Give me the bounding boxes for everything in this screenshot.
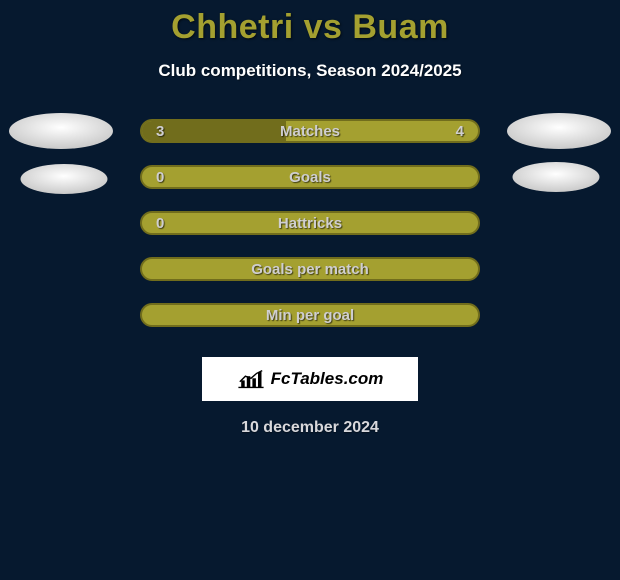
stat-row: 0Hattricks: [0, 211, 620, 235]
player-avatar-right: [510, 155, 602, 199]
stat-label: Goals per match: [142, 259, 478, 279]
brand-text: FcTables.com: [271, 369, 384, 389]
stat-row: Min per goal: [0, 303, 620, 327]
stat-row: 0Goals: [0, 165, 620, 189]
player-avatar-left: [18, 157, 110, 201]
stat-label: Goals: [142, 167, 478, 187]
stat-label: Min per goal: [142, 305, 478, 325]
stat-rows: 34Matches 0Goals0HattricksGoals per matc…: [0, 119, 620, 327]
stat-bar: 34Matches: [140, 119, 480, 143]
stat-row: 34Matches: [0, 119, 620, 143]
stat-row: Goals per match: [0, 257, 620, 281]
page-title: Chhetri vs Buam: [0, 0, 620, 47]
player-avatar-right: [504, 109, 614, 153]
stat-value-left: 0: [156, 213, 164, 233]
stat-label: Hattricks: [142, 213, 478, 233]
stat-bar: Goals per match: [140, 257, 480, 281]
stat-value-left: 3: [156, 121, 164, 141]
stat-bar: 0Goals: [140, 165, 480, 189]
player-avatar-left: [6, 109, 116, 153]
stat-bar: 0Hattricks: [140, 211, 480, 235]
comparison-infographic: Chhetri vs Buam Club competitions, Seaso…: [0, 0, 620, 580]
date-line: 10 december 2024: [0, 419, 620, 437]
page-subtitle: Club competitions, Season 2024/2025: [0, 61, 620, 81]
stat-value-left: 0: [156, 167, 164, 187]
stat-value-right: 4: [456, 121, 464, 141]
brand-badge: FcTables.com: [202, 357, 418, 401]
bar-chart-icon: [237, 369, 265, 389]
stat-bar: Min per goal: [140, 303, 480, 327]
